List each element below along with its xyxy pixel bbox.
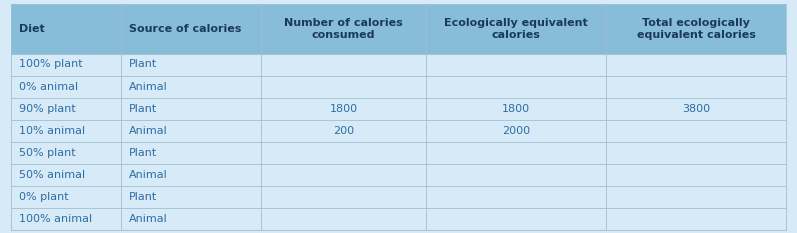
- Bar: [426, 185, 606, 208]
- Text: Plant: Plant: [129, 59, 157, 69]
- Text: Source of calories: Source of calories: [129, 24, 241, 34]
- Bar: [121, 185, 261, 208]
- Bar: [606, 164, 786, 185]
- Text: Animal: Animal: [129, 126, 167, 136]
- Bar: [11, 141, 121, 164]
- Text: 100% plant: 100% plant: [19, 59, 83, 69]
- Bar: [426, 208, 606, 230]
- Text: 50% animal: 50% animal: [19, 169, 85, 179]
- Text: 3800: 3800: [682, 103, 710, 113]
- Bar: [261, 141, 426, 164]
- Bar: [261, 185, 426, 208]
- Bar: [11, 75, 121, 97]
- Text: Animal: Animal: [129, 213, 167, 223]
- Bar: [121, 208, 261, 230]
- Bar: [11, 97, 121, 120]
- Bar: [606, 75, 786, 97]
- Bar: [121, 54, 261, 75]
- Text: Ecologically equivalent
calories: Ecologically equivalent calories: [444, 17, 588, 40]
- Text: Plant: Plant: [129, 192, 157, 202]
- Bar: [121, 97, 261, 120]
- Bar: [121, 75, 261, 97]
- Text: Animal: Animal: [129, 82, 167, 92]
- Bar: [261, 3, 426, 54]
- Bar: [261, 97, 426, 120]
- Bar: [426, 141, 606, 164]
- Bar: [426, 164, 606, 185]
- Bar: [606, 54, 786, 75]
- Bar: [121, 120, 261, 141]
- Bar: [261, 208, 426, 230]
- Text: Plant: Plant: [129, 103, 157, 113]
- Bar: [261, 54, 426, 75]
- Text: Diet: Diet: [19, 24, 45, 34]
- Bar: [426, 54, 606, 75]
- Bar: [426, 75, 606, 97]
- Bar: [606, 3, 786, 54]
- Bar: [261, 75, 426, 97]
- Text: 0% animal: 0% animal: [19, 82, 78, 92]
- Text: 90% plant: 90% plant: [19, 103, 76, 113]
- Bar: [606, 185, 786, 208]
- Text: 1800: 1800: [502, 103, 530, 113]
- Bar: [426, 3, 606, 54]
- Bar: [426, 120, 606, 141]
- Bar: [11, 3, 121, 54]
- Bar: [11, 164, 121, 185]
- Bar: [121, 3, 261, 54]
- Bar: [121, 164, 261, 185]
- Text: 100% animal: 100% animal: [19, 213, 92, 223]
- Text: Animal: Animal: [129, 169, 167, 179]
- Text: 10% animal: 10% animal: [19, 126, 85, 136]
- Text: 0% plant: 0% plant: [19, 192, 69, 202]
- Bar: [606, 208, 786, 230]
- Text: 200: 200: [333, 126, 354, 136]
- Bar: [11, 185, 121, 208]
- Bar: [426, 97, 606, 120]
- Bar: [121, 141, 261, 164]
- Bar: [606, 120, 786, 141]
- Text: 2000: 2000: [502, 126, 530, 136]
- Bar: [261, 120, 426, 141]
- Bar: [606, 97, 786, 120]
- Bar: [606, 141, 786, 164]
- Text: 50% plant: 50% plant: [19, 147, 76, 158]
- Bar: [11, 54, 121, 75]
- Text: 1800: 1800: [329, 103, 358, 113]
- Bar: [261, 164, 426, 185]
- Text: Total ecologically
equivalent calories: Total ecologically equivalent calories: [637, 17, 756, 40]
- Text: Plant: Plant: [129, 147, 157, 158]
- Text: Number of calories
consumed: Number of calories consumed: [284, 17, 402, 40]
- Bar: [11, 208, 121, 230]
- Bar: [11, 120, 121, 141]
